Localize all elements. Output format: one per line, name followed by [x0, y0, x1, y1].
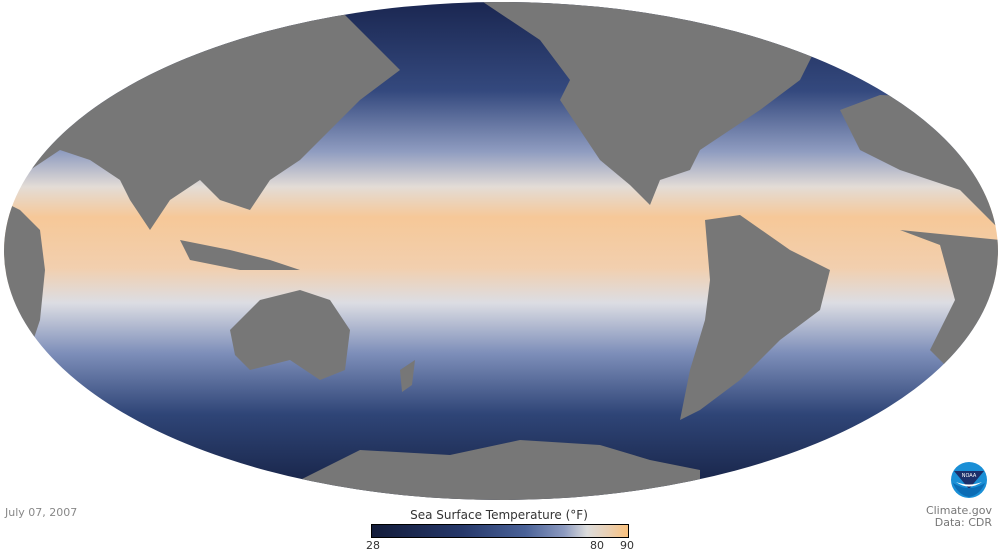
legend-color-bar	[371, 524, 629, 538]
credits: Climate.gov Data: CDR	[926, 505, 992, 529]
svg-text:NOAA: NOAA	[962, 473, 977, 479]
noaa-logo-icon: NOAA	[951, 462, 987, 498]
antarctica	[300, 440, 700, 500]
south-america	[680, 215, 830, 420]
legend-tick-80: 80	[590, 539, 604, 552]
data-source: Data: CDR	[934, 516, 992, 529]
legend-tick-max: 90	[620, 539, 634, 552]
new-zealand	[400, 360, 415, 392]
indonesia	[180, 240, 300, 270]
africa	[4, 200, 45, 420]
date-label: July 07, 2007	[5, 506, 78, 519]
sea-surface-temperature-map	[4, 2, 998, 500]
legend-tick-min: 28	[366, 539, 380, 552]
north-america	[480, 2, 820, 205]
legend-title: Sea Surface Temperature (°F)	[410, 508, 588, 522]
australia	[230, 290, 350, 380]
climate-gov-link[interactable]: Climate.gov	[925, 504, 992, 517]
